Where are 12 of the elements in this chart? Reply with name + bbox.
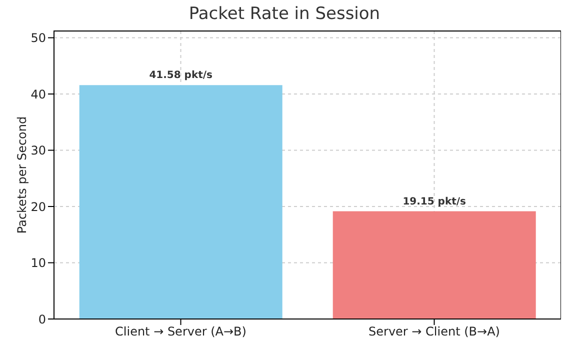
y-tick-label: 10 [30,256,46,270]
x-tick-label: Client → Server (A→B) [115,324,246,339]
data-label: 41.58 pkt/s [149,70,213,82]
y-axis-title: Packets per Second [15,116,29,234]
y-tick-label: 50 [30,31,46,46]
x-tick-label: Server → Client (B→A) [368,324,500,339]
data-label: 19.15 pkt/s [402,196,466,208]
y-tick-label: 0 [38,312,46,326]
y-tick-label: 40 [30,87,46,102]
y-tick-label: 20 [30,200,46,214]
chart-title: Packet Rate in Session [188,4,382,26]
y-tick-label: 30 [30,144,46,158]
